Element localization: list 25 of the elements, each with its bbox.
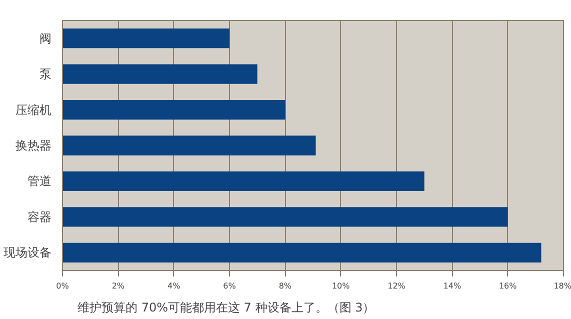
x-tick-label: 16% [498, 282, 518, 290]
bar [62, 242, 542, 262]
x-tick-label: 12% [388, 282, 406, 290]
x-tick-label: 18% [554, 282, 571, 290]
y-tick-label: 管道 [28, 174, 52, 188]
x-tick-label: 4% [167, 282, 181, 290]
x-tick-label: 6% [223, 282, 236, 290]
bar [62, 207, 508, 227]
y-tick-label: 阀 [40, 31, 52, 46]
y-tick-label: 泵 [40, 67, 52, 82]
x-tick-label: 2% [112, 282, 125, 290]
bar [62, 171, 424, 192]
x-tick-label: 14% [443, 282, 462, 290]
y-tick-label: 换热器 [16, 138, 52, 152]
y-tick-label: 容器 [28, 210, 52, 224]
y-tick-label: 压缩机 [16, 102, 52, 117]
bar [62, 100, 286, 120]
x-tick-label: 0% [56, 282, 70, 290]
bar [62, 64, 258, 84]
bar [62, 136, 316, 156]
bar [62, 28, 230, 48]
text: 维护预算的 70%可能都用在这 7 种设备上了。（图 3） [78, 300, 375, 314]
x-tick-label: 10% [332, 282, 350, 290]
x-tick-label: 8% [278, 282, 292, 290]
y-tick-label: 现场设备 [4, 246, 52, 260]
